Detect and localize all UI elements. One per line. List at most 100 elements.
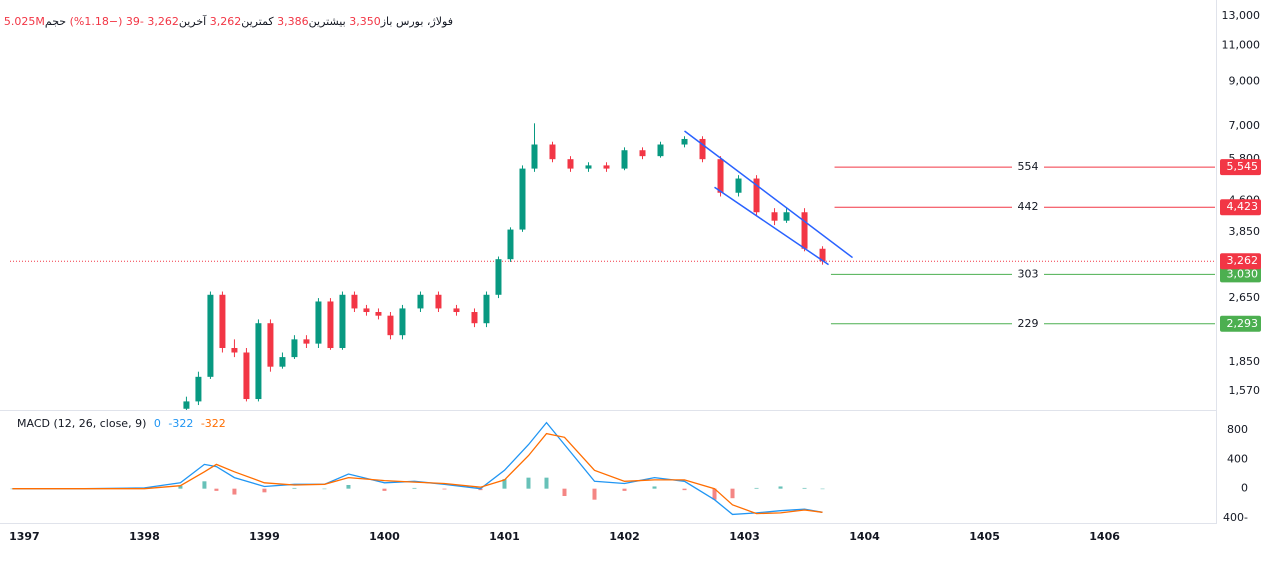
macd-histogram-bar [442,488,447,490]
candle-body [243,352,250,400]
macd-histogram-bar [622,488,627,491]
macd-tick-label: 800 [1227,423,1248,436]
candle-body [219,294,226,349]
candle-body [681,138,688,145]
macd-line [12,421,823,516]
macd-tick-label: 400 [1227,452,1248,465]
price-badge-label: 5,545 [1227,160,1259,173]
candle-body [195,376,202,402]
level-distance: 303 [1018,267,1039,280]
candle-body [717,159,724,193]
candle-body [801,212,808,249]
candle-body [375,312,382,316]
candle-body [753,178,760,213]
candle-body [327,301,334,349]
y-tick-label: 1,570 [1229,384,1261,397]
price-badge [1220,266,1261,283]
macd-last: -322 [168,417,194,430]
price-badge-label: 2,293 [1227,317,1259,330]
y-tick-label: 7,000 [1229,119,1261,132]
candle-body [453,308,460,313]
candle-body [603,165,610,169]
candle-body [531,144,538,169]
candle-body [699,138,706,160]
candle-body [231,348,238,353]
candle-body [291,339,298,358]
x-tick-label: 1397 [9,530,40,543]
level-label-bg [1012,200,1044,215]
candle-body [471,312,478,324]
macd-histogram-bar [382,488,387,491]
price-badge [1220,159,1261,176]
candle-body [495,259,502,295]
level-label-bg [1012,160,1044,175]
last: 3,262 [147,15,179,28]
candle-body [507,229,514,260]
volume: 5.025M [3,15,45,28]
candle-body [621,150,628,169]
y-tick-label: 3,850 [1229,225,1261,238]
x-tick-label: 1404 [849,530,880,543]
candle-body [207,294,214,377]
candle-body [567,159,574,169]
macd-histogram-bar [262,488,267,493]
candle-body [735,178,742,193]
candle-body [183,401,190,409]
trendline [714,186,829,266]
macd-histogram-bar [562,488,567,497]
price-badge-label: 3,030 [1227,267,1259,280]
macd-histogram-bar [346,484,351,489]
candle-body [279,357,286,367]
high: 3,386 [277,15,309,28]
macd-histogram-bar [652,486,657,489]
last-label: آخرین [178,15,207,28]
macd-histogram-bar [592,488,597,500]
macd-histogram-bar [754,487,759,489]
macd-histogram-bar [232,488,237,495]
macd-histogram-bar [214,488,219,491]
macd-tick-label: 0 [1241,482,1248,495]
macd-histogram-bar [712,488,717,500]
last-price-label: 3,262 [1227,254,1259,267]
candle-body [783,212,790,221]
candle-body [483,294,490,324]
trendline [684,130,853,259]
hist-last: 0 [153,417,161,430]
price-badge [1220,199,1261,216]
candle-body [819,248,826,262]
candle-body [771,212,778,221]
candle-body [549,144,556,160]
macd-histogram-bar [682,488,687,491]
x-tick-label: 1403 [729,530,760,543]
x-tick-label: 1405 [969,530,1000,543]
change-pct: (−1.18%) [69,15,123,28]
candle-body [363,308,370,313]
macd-legend: MACD (12, 26, close, 9) 0 -322 -322 [17,417,226,430]
candle-body [315,301,322,344]
level-label-bg [1012,267,1044,282]
volume-label: حجم [44,15,67,28]
last-price-badge [1220,253,1261,270]
level-distance: 554 [1018,160,1039,173]
x-tick-label: 1399 [249,530,280,543]
candle-body [339,294,346,349]
x-tick-label: 1401 [489,530,520,543]
macd-histogram-bar [730,488,735,499]
open-label: باز [380,15,393,28]
candle-body [351,294,358,309]
candle-body [303,339,310,344]
level-distance: 229 [1018,317,1039,330]
candle-body [387,315,394,336]
macd-histogram-bar [778,486,783,489]
signal-last: -322 [200,417,226,430]
macd-histogram-bar [802,487,807,489]
level-label-bg [1012,316,1044,331]
symbol-header: فولاژ، بورس باز3,350 بیشترین3,386 کمترین… [4,15,453,28]
macd-histogram-bar [202,481,207,489]
low: 3,262 [209,15,242,28]
macd-histogram-bar [526,477,531,489]
price-pane [10,123,1215,410]
candle-body [267,323,274,367]
overlay: 1,5701,8502,6503,8504,6005,8007,0009,000… [9,9,1261,543]
candle-body [639,150,646,157]
